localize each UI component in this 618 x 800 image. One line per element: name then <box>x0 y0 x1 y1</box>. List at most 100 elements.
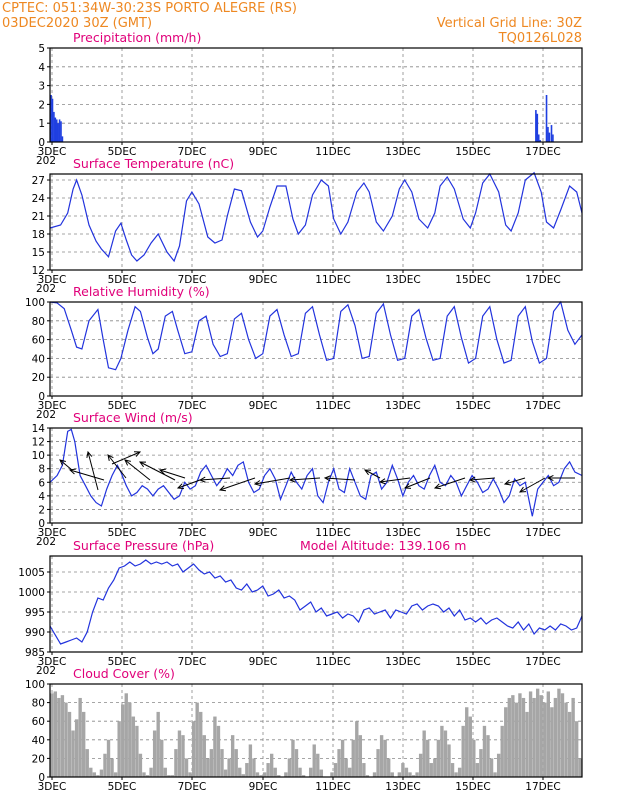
y-tick-label: 4 <box>38 491 45 503</box>
cloud-bar <box>468 716 472 777</box>
cloud-bar <box>358 735 363 777</box>
panel-precip: 0 1 2 3 4 5 3DEC 5DEC 7DEC 9DEC 11DEC 13DEC 15DEC 17D… <box>36 30 583 167</box>
x-tick-label: 11DEC <box>315 656 350 668</box>
y-tick-label: 1005 <box>18 567 45 579</box>
cloud-bar <box>422 730 426 777</box>
wind-title: Surface Wind (m/s) <box>73 410 193 425</box>
cloud-bar <box>348 767 352 777</box>
x-tick-label: 13DEC <box>385 400 420 412</box>
cloud-bar <box>408 772 412 777</box>
x-tick-label: 17DEC <box>525 781 560 793</box>
cloud-bar <box>163 767 167 777</box>
x-tick-label: 7DEC <box>178 527 207 539</box>
panel-cloud: 0 20 40 60 80 100 3DEC 5DEC 7DEC 9DEC 11DEC 13DEC 15… <box>25 666 583 793</box>
cloud-bar <box>316 753 320 777</box>
panel-frame <box>49 47 583 143</box>
x-tick-label: 11DEC <box>315 400 350 412</box>
y-tick-label: 0 <box>38 137 45 149</box>
y-tick-label: 12 <box>32 265 45 277</box>
x-tick-label: 17DEC <box>525 274 560 286</box>
panel-pressure: 985 990 995 1000 1005 3DEC 5DEC 7DEC 9DEC 11DEC 13… <box>18 538 583 677</box>
cloud-bar <box>312 744 316 777</box>
cloud-bar <box>266 763 270 777</box>
wind-arrow-head <box>503 479 512 486</box>
rh-series-line <box>49 300 583 371</box>
x-tick-label: 9DEC <box>249 527 278 539</box>
cloud-bar <box>117 721 121 777</box>
cloud-bar <box>454 772 458 777</box>
panel-frame <box>49 173 583 271</box>
cloud-bar <box>535 688 540 777</box>
cloud-bar <box>344 758 348 777</box>
precip-bar <box>57 123 59 142</box>
x-year-label: 202 <box>36 536 56 548</box>
cloud-bar <box>160 739 164 777</box>
cloud-bar <box>89 767 93 777</box>
x-tick-label: 9DEC <box>249 146 278 158</box>
panel-frame <box>49 683 583 778</box>
cloud-bar <box>450 763 455 777</box>
pressure-title: Surface Pressure (hPa) <box>73 538 214 553</box>
cloud-bar <box>330 772 334 777</box>
cloud-bar <box>518 693 522 777</box>
cloud-bar <box>550 707 554 777</box>
wind-arrow <box>69 469 105 481</box>
cloud-bar <box>514 702 519 777</box>
x-tick-label: 11DEC <box>315 274 350 286</box>
precip-bar <box>51 98 54 142</box>
header-station: CPTEC: 051:34W-30:23S PORTO ALEGRE (RS) <box>2 1 297 16</box>
cloud-bar <box>99 769 104 777</box>
precip-bar <box>50 95 52 142</box>
wind-arrow <box>199 477 231 481</box>
wind-arrow-head <box>59 459 66 466</box>
cloud-bar <box>571 697 575 777</box>
cloud-bar <box>489 758 494 777</box>
x-year-label: 202 <box>36 409 56 421</box>
wind-arrow <box>404 477 431 489</box>
cloud-bar <box>418 753 423 777</box>
cloud-bar <box>202 735 206 777</box>
x-tick-label: 15DEC <box>455 527 490 539</box>
wind-arrow-head <box>198 476 206 483</box>
x-tick-label: 9DEC <box>249 400 278 412</box>
wind-arrow <box>504 477 526 485</box>
y-tick-label: 15 <box>32 247 45 259</box>
cloud-bar <box>135 725 139 777</box>
cloud-bar <box>209 749 214 777</box>
cloud-bar <box>230 735 235 777</box>
y-tick-label: 80 <box>32 316 45 328</box>
wind-arrow <box>107 454 127 479</box>
precip-title: Precipitation (mm/h) <box>73 30 201 45</box>
y-tick-label: 995 <box>25 607 45 619</box>
y-tick-label: 40 <box>32 353 45 365</box>
wind-arrow-head <box>176 483 185 490</box>
cloud-bar <box>128 702 132 777</box>
cloud-bar <box>465 707 469 777</box>
cloud-bar <box>401 763 405 777</box>
cloud-bar <box>472 739 476 777</box>
wind-arrow-head <box>468 476 476 483</box>
x-tick-label: 13DEC <box>385 781 420 793</box>
x-tick-label: 13DEC <box>385 527 420 539</box>
y-tick-label: 80 <box>32 698 45 710</box>
cloud-bar <box>181 735 185 777</box>
cloud-bar <box>337 749 341 777</box>
wind-arrow-head <box>133 451 142 457</box>
x-tick-label: 5DEC <box>108 146 137 158</box>
cloud-bar <box>245 763 249 777</box>
wind-series-line <box>49 428 583 517</box>
y-tick-label: 2 <box>38 504 45 516</box>
cloud-bar <box>308 767 313 777</box>
pressure-series-line <box>49 559 583 645</box>
x-tick-label: 5DEC <box>108 527 137 539</box>
wind-arrow-head <box>86 450 93 458</box>
precip-bar <box>61 136 64 142</box>
wind-arrow <box>219 477 256 491</box>
wind-arrow <box>379 477 411 483</box>
x-tick-label: 9DEC <box>249 781 278 793</box>
cloud-bar <box>191 721 196 777</box>
y-tick-label: 100 <box>25 679 45 691</box>
cloud-bar <box>511 695 515 777</box>
